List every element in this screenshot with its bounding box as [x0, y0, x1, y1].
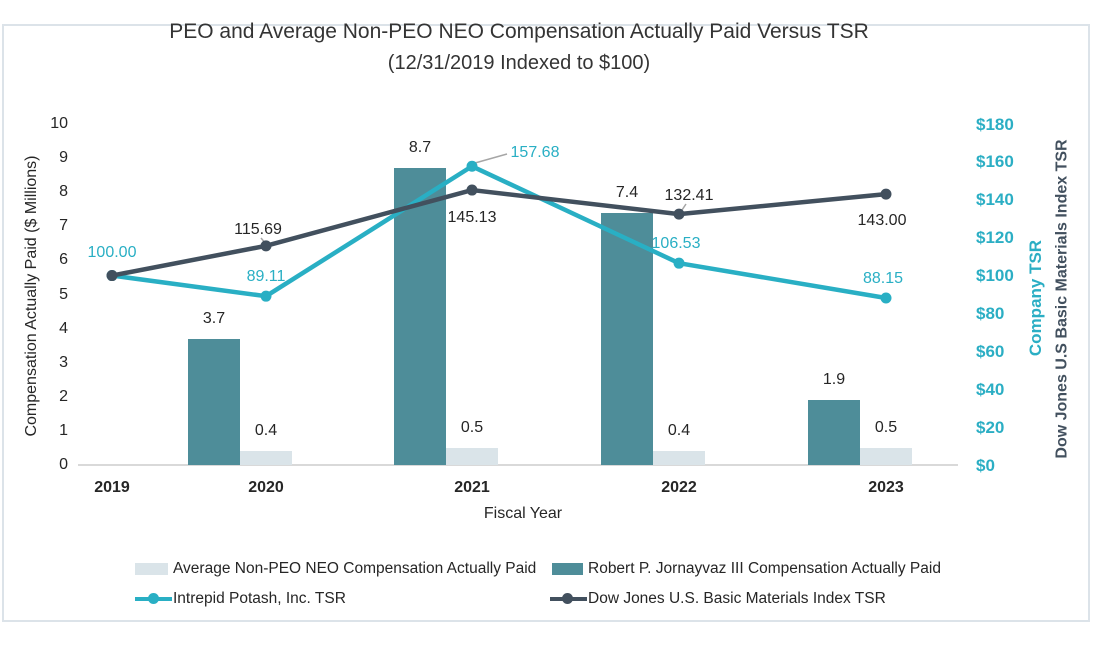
legend-swatch-average-non-peo: [135, 563, 168, 575]
right-axis-tick-160: $160: [976, 152, 1014, 172]
bar-label-nonpeo-2022: 0.4: [667, 422, 691, 440]
left-axis-tick-2: 2: [59, 387, 68, 405]
bar-label-nonpeo-2020: 0.4: [254, 422, 278, 440]
bar-label-peo-2022: 7.4: [615, 183, 639, 201]
right-axis-tick-100: $100: [976, 266, 1014, 286]
line-label-intrepid-2020: 89.11: [246, 268, 286, 286]
left-axis-tick-9: 9: [59, 149, 68, 167]
left-axis-tick-0: 0: [59, 456, 68, 473]
point-intrepid-2020: [260, 290, 272, 302]
point-dowjones-2022: [673, 208, 685, 220]
bar-nonpeo-2023: [860, 447, 912, 465]
point-dowjones-2021: [466, 184, 478, 196]
right-axis-tick-20: $20: [976, 417, 1005, 437]
x-axis-tick-2023: 2023: [868, 479, 904, 496]
bar-nonpeo-2021: [446, 447, 498, 465]
left-axis-tick-7: 7: [59, 217, 68, 235]
left-axis-tick-10: 10: [50, 115, 68, 132]
bar-peo-2022: [601, 212, 653, 465]
x-axis-tick-2019: 2019: [94, 479, 130, 496]
bar-label-peo-2021: 8.7: [408, 139, 432, 157]
x-axis-tick-2021: 2021: [454, 479, 490, 496]
bar-nonpeo-2020: [240, 451, 292, 465]
chart-title-line1: PEO and Average Non-PEO NEO Compensation…: [169, 20, 869, 43]
line-label-intrepid-2022: 106.53: [651, 235, 701, 253]
point-dowjones-2020: [260, 240, 272, 252]
right-axis-tick-140: $140: [976, 190, 1014, 210]
right-axis-tick-0: $0: [976, 455, 995, 475]
right-axis-tick-180: $180: [976, 114, 1014, 134]
line-label-intrepid-2019: 100.00: [87, 243, 137, 261]
legend-marker-dow-jones: [562, 593, 573, 604]
left-axis-tick-1: 1: [59, 421, 68, 439]
legend-swatch-robert-jornayvaz: [552, 563, 583, 575]
point-intrepid-2023: [880, 292, 892, 304]
line-label-intrepid-2023: 88.15: [862, 270, 904, 287]
x-axis-baseline: [78, 464, 958, 466]
bar-label-peo-2020: 3.7: [202, 309, 226, 327]
chart-frame: [2, 24, 1090, 622]
line-label-dowjones-2020: 115.69: [234, 221, 282, 238]
right-axis-tick-40: $40: [976, 379, 1005, 399]
chart-title-line2: (12/31/2019 Indexed to $100): [387, 52, 651, 74]
bar-label-peo-2023: 1.9: [822, 371, 846, 389]
bar-peo-2023: [808, 400, 860, 465]
x-axis-tick-2020: 2020: [248, 479, 284, 496]
line-label-dowjones-2021: 145.13: [447, 209, 497, 227]
bar-label-nonpeo-2023: 0.5: [874, 418, 898, 436]
right-axis-tick-60: $60: [976, 341, 1005, 361]
left-axis-tick-6: 6: [59, 251, 68, 269]
bar-nonpeo-2022: [653, 451, 705, 465]
leader-line-intrepid-2021: [474, 153, 508, 164]
point-intrepid-2021: [466, 160, 478, 172]
left-axis-tick-3: 3: [59, 353, 68, 371]
legend-marker-intrepid-potash: [148, 593, 159, 604]
left-axis-tick-5: 5: [59, 285, 68, 303]
x-axis-title: Fiscal Year: [483, 505, 563, 522]
line-label-intrepid-2021: 157.68: [510, 144, 560, 161]
bar-peo-2020: [188, 338, 240, 465]
bar-peo-2021: [394, 168, 446, 465]
left-axis-tick-4: 4: [59, 319, 68, 337]
legend-label-dow-jones: Dow Jones U.S. Basic Materials Index TSR: [588, 590, 886, 607]
x-axis-tick-2022: 2022: [661, 479, 697, 496]
legend-label-robert-jornayvaz: Robert P. Jornayvaz III Compensation Act…: [588, 560, 941, 577]
point-intrepid-2022: [673, 257, 685, 269]
right-axis-tick-120: $120: [976, 228, 1014, 248]
point-dowjones-2023: [880, 188, 892, 200]
legend-label-intrepid-potash: Intrepid Potash, Inc. TSR: [173, 590, 346, 607]
chart-title: PEO and Average Non-PEO NEO Compensation…: [0, 16, 1038, 78]
bar-label-nonpeo-2021: 0.5: [460, 418, 484, 436]
left-axis-tick-8: 8: [59, 183, 68, 201]
line-label-dowjones-2022: 132.41: [664, 187, 714, 204]
line-label-dowjones-2023: 143.00: [857, 212, 907, 230]
point-dowjones-2019: [106, 270, 118, 282]
right-axis-tick-80: $80: [976, 303, 1005, 323]
legend-label-average-non-peo: Average Non-PEO NEO Compensation Actuall…: [173, 560, 537, 577]
